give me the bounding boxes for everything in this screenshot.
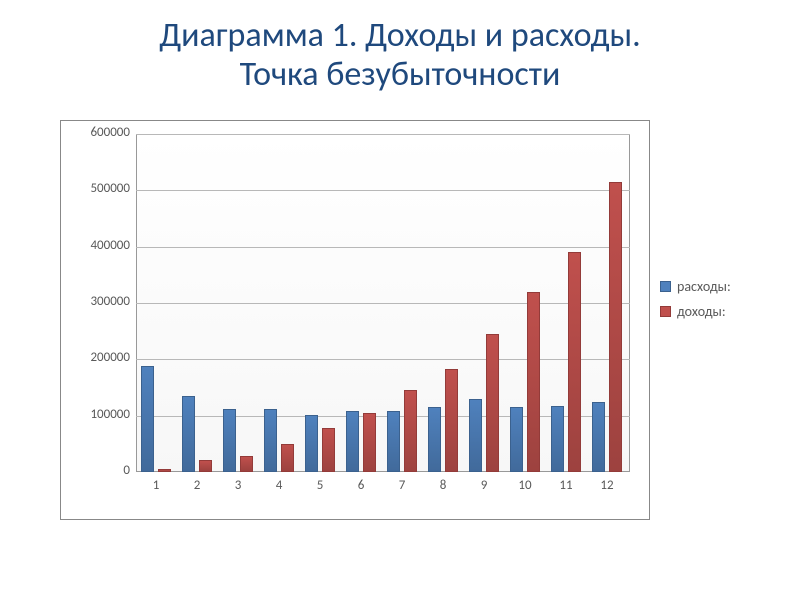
legend-item: расходы:	[660, 278, 770, 295]
x-axis-label: 4	[264, 478, 294, 493]
slide-title: Диаграмма 1. Доходы и расходы. Точка без…	[0, 0, 800, 94]
x-axis-label: 5	[305, 478, 335, 493]
bar-расходы-6	[346, 411, 359, 472]
legend-label: доходы:	[677, 303, 726, 320]
bar-расходы-7	[387, 411, 400, 472]
bar-доходы-12	[609, 182, 622, 472]
gridline	[136, 303, 630, 304]
x-axis-label: 2	[182, 478, 212, 493]
y-axis-label: 600000	[64, 125, 130, 140]
x-axis-label: 12	[592, 478, 622, 493]
plot-area	[136, 134, 630, 472]
bar-расходы-4	[264, 409, 277, 472]
x-axis-label: 10	[510, 478, 540, 493]
bar-доходы-5	[322, 428, 335, 472]
bar-доходы-11	[568, 252, 581, 472]
x-axis-label: 3	[223, 478, 253, 493]
bar-доходы-6	[363, 413, 376, 472]
gridline	[136, 359, 630, 360]
x-axis-label: 9	[469, 478, 499, 493]
bar-доходы-8	[445, 369, 458, 472]
x-axis-label: 6	[346, 478, 376, 493]
bar-расходы-9	[469, 399, 482, 472]
y-axis-label: 400000	[64, 238, 130, 253]
legend-swatch	[660, 281, 671, 292]
y-axis-label: 200000	[64, 350, 130, 365]
bar-доходы-1	[158, 469, 171, 472]
y-axis-label: 100000	[64, 407, 130, 422]
bar-доходы-10	[527, 292, 540, 472]
gridline	[136, 190, 630, 191]
legend: расходы: доходы:	[660, 270, 770, 328]
bar-расходы-5	[305, 415, 318, 472]
slide: Диаграмма 1. Доходы и расходы. Точка без…	[0, 0, 800, 600]
bar-расходы-3	[223, 409, 236, 472]
title-line-2: Точка безубыточности	[0, 55, 800, 94]
gridline	[136, 134, 630, 135]
bar-расходы-2	[182, 396, 195, 472]
y-axis-label: 0	[64, 463, 130, 478]
y-axis-label: 300000	[64, 294, 130, 309]
bar-доходы-4	[281, 444, 294, 472]
y-axis-label: 500000	[64, 181, 130, 196]
title-line-1: Диаграмма 1. Доходы и расходы.	[0, 16, 800, 55]
bar-расходы-10	[510, 407, 523, 472]
x-axis-label: 11	[551, 478, 581, 493]
bar-доходы-7	[404, 390, 417, 472]
bar-доходы-2	[199, 460, 212, 472]
bar-расходы-8	[428, 407, 441, 472]
bar-расходы-1	[141, 366, 154, 472]
legend-item: доходы:	[660, 303, 770, 320]
legend-label: расходы:	[677, 278, 731, 295]
legend-swatch	[660, 306, 671, 317]
bar-доходы-9	[486, 334, 499, 472]
bar-доходы-3	[240, 456, 253, 472]
x-axis-label: 8	[428, 478, 458, 493]
chart-container: расходы: доходы: 0 100000 200000 300000 40000…	[60, 120, 760, 540]
bar-расходы-11	[551, 406, 564, 472]
gridline	[136, 247, 630, 248]
x-axis-label: 1	[141, 478, 171, 493]
x-axis-label: 7	[387, 478, 417, 493]
bar-расходы-12	[592, 402, 605, 472]
